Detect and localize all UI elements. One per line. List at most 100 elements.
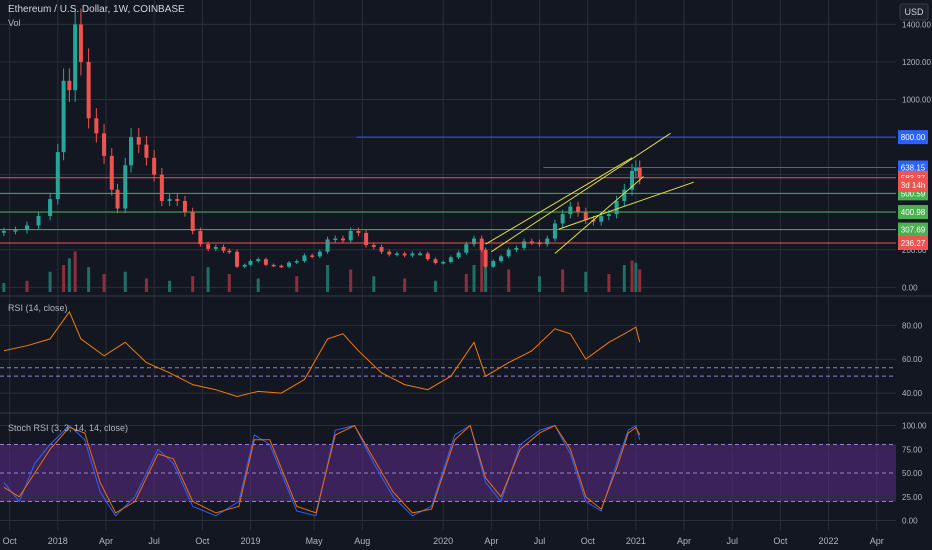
currency-button-label: USD <box>904 7 924 17</box>
candle-body <box>630 170 635 190</box>
candle-body <box>371 245 376 247</box>
price-tick-label: 1000.00 <box>902 96 931 105</box>
candle-body <box>552 223 557 239</box>
volume-bar <box>87 267 91 292</box>
candle-body <box>545 238 550 245</box>
rsi-title: RSI (14, close) <box>8 303 68 313</box>
trendline <box>491 132 671 253</box>
volume-bar <box>433 280 437 292</box>
candle-body <box>36 215 41 226</box>
candle-body <box>364 232 369 246</box>
candle-body <box>287 262 292 267</box>
candle-body <box>198 231 203 245</box>
stoch-title: Stoch RSI (3, 3, 14, 14, close) <box>8 423 128 433</box>
currency-button[interactable] <box>899 3 929 21</box>
level-badge-label: 307.69 <box>901 226 926 235</box>
candle-body <box>456 252 461 258</box>
candle-body <box>242 264 247 267</box>
volume-bar <box>349 269 353 292</box>
volume-bar <box>144 278 148 292</box>
candle-body <box>206 244 211 249</box>
candle-body <box>152 157 157 175</box>
candle-body <box>498 256 503 262</box>
candle-body <box>227 250 232 253</box>
candle-body <box>1 231 6 233</box>
candle-body <box>317 251 322 257</box>
level-badge-label: 638.15 <box>901 164 926 173</box>
candle-body <box>129 137 134 166</box>
rsi-tick-label: 80.00 <box>902 321 923 330</box>
x-tick-label: Apr <box>677 536 691 546</box>
price-tick-label: 200.00 <box>902 246 927 255</box>
level-badge-label: 400.98 <box>901 208 926 217</box>
volume-bar <box>73 251 77 292</box>
x-tick-label: Jul <box>534 536 546 546</box>
volume-bar <box>622 265 626 292</box>
rsi-tick-label: 60.00 <box>902 355 923 364</box>
volume-bar <box>25 280 29 292</box>
volume-bar <box>538 276 542 292</box>
level-badge <box>898 130 928 145</box>
candle-body <box>94 118 99 134</box>
stoch-tick-label: 100.00 <box>902 422 927 431</box>
candle-body <box>248 261 253 265</box>
candle-body <box>13 230 18 232</box>
candle-body <box>379 246 384 252</box>
candle-body <box>136 137 141 145</box>
candle-body <box>583 212 588 220</box>
candle-body <box>606 214 611 216</box>
candle-body <box>221 246 226 251</box>
volume-bar <box>62 265 66 292</box>
candle-body <box>167 199 172 201</box>
volume-bar <box>403 278 407 292</box>
volume-bar <box>507 269 511 292</box>
candle-body <box>483 249 488 267</box>
candle-body <box>175 199 180 201</box>
level-badge <box>898 205 928 220</box>
volume-bar <box>561 269 565 292</box>
candle-body <box>529 241 534 243</box>
stoch-tick-label: 25.00 <box>902 493 923 502</box>
candle-body <box>302 255 307 262</box>
candle-body <box>576 206 581 213</box>
volume-bar <box>123 271 127 292</box>
volume-bar <box>326 265 330 292</box>
candle-body <box>514 247 519 250</box>
volume-bar <box>168 280 172 292</box>
x-tick-label: 2022 <box>819 536 839 546</box>
rsi-line <box>3 310 641 398</box>
volume-bar <box>102 274 106 292</box>
candle-body <box>144 144 149 158</box>
volume-bar <box>472 265 476 292</box>
x-tick-label: 2020 <box>433 536 453 546</box>
candle-body <box>472 238 477 245</box>
x-tick-label: Aug <box>354 536 370 546</box>
candle-body <box>73 24 78 91</box>
volume-bar <box>484 260 488 292</box>
volume-bar <box>256 278 260 292</box>
x-tick-label: Oct <box>773 536 788 546</box>
volume-bar <box>607 274 611 292</box>
candle-body <box>182 200 187 213</box>
volume-bar <box>584 271 588 292</box>
x-tick-label: Jul <box>148 536 160 546</box>
candle-body <box>614 200 619 215</box>
volume-bar <box>227 274 231 292</box>
stoch-line-k <box>3 424 641 517</box>
level-badge <box>898 222 928 237</box>
candle-body <box>402 253 407 256</box>
candle-body <box>464 244 469 253</box>
volume-bar <box>48 271 52 292</box>
candle-body <box>310 255 315 257</box>
candle-body <box>109 155 114 190</box>
candle-body <box>190 212 195 232</box>
candle-body <box>479 238 484 250</box>
chart-panes <box>0 8 896 517</box>
candle-body <box>294 261 299 263</box>
x-tick-label: 2018 <box>48 536 68 546</box>
volume-bar <box>634 262 638 292</box>
countdown-label: 3d 14h <box>901 181 925 190</box>
candle-body <box>55 152 60 200</box>
candle-body <box>433 259 438 263</box>
candle-body <box>568 206 573 215</box>
